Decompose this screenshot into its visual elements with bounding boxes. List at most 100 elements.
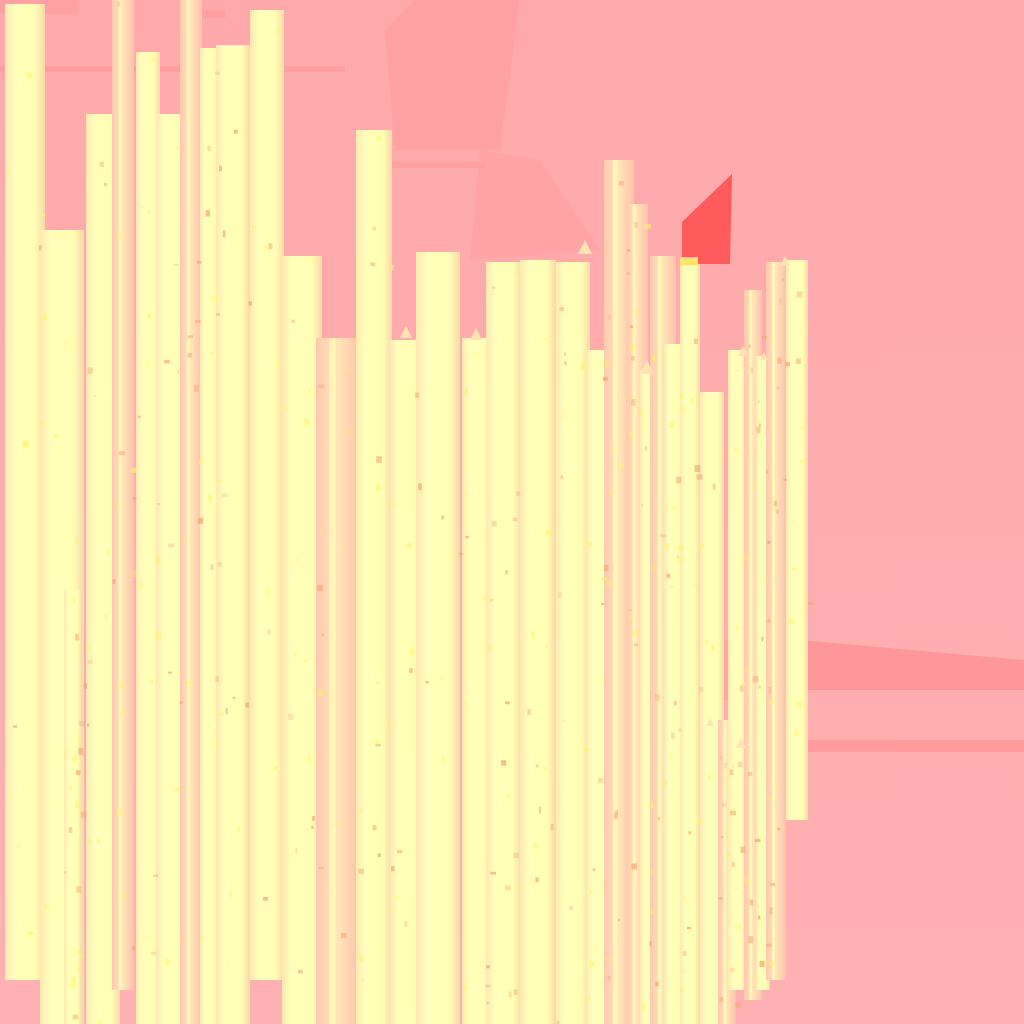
speck bbox=[262, 897, 269, 901]
speck bbox=[650, 909, 655, 914]
bar bbox=[112, 0, 134, 990]
speck bbox=[645, 224, 651, 229]
speck bbox=[665, 503, 668, 510]
speck bbox=[113, 914, 117, 917]
bar-highlight bbox=[226, 45, 232, 1024]
speck bbox=[743, 557, 747, 561]
speck bbox=[750, 929, 754, 933]
speck bbox=[139, 582, 143, 589]
speck bbox=[17, 844, 20, 848]
speck bbox=[686, 926, 692, 930]
speck bbox=[777, 357, 782, 364]
speck bbox=[312, 816, 315, 821]
bar-highlight bbox=[53, 230, 60, 1024]
speck bbox=[654, 697, 660, 700]
speck bbox=[666, 573, 671, 578]
speck bbox=[589, 889, 593, 894]
speck bbox=[611, 446, 616, 451]
bar-highlight bbox=[772, 262, 775, 980]
speck bbox=[586, 542, 593, 547]
speck bbox=[458, 552, 464, 556]
speck bbox=[671, 732, 675, 739]
speck bbox=[545, 530, 551, 536]
speck bbox=[531, 631, 536, 639]
speck bbox=[696, 474, 703, 480]
speck bbox=[222, 230, 226, 238]
speck bbox=[729, 769, 734, 775]
speck bbox=[177, 369, 180, 374]
speck bbox=[747, 772, 753, 776]
bar-highlight bbox=[723, 720, 727, 1024]
speck bbox=[442, 755, 445, 762]
bar-tip bbox=[578, 240, 592, 254]
speck bbox=[768, 687, 772, 694]
speck bbox=[633, 643, 638, 647]
speck bbox=[53, 434, 59, 438]
speck bbox=[778, 298, 782, 305]
speck bbox=[179, 701, 184, 704]
speck bbox=[789, 618, 795, 624]
speck bbox=[628, 609, 632, 612]
speck bbox=[748, 344, 751, 348]
speck bbox=[104, 615, 108, 621]
speck bbox=[208, 724, 211, 727]
speck bbox=[785, 362, 790, 367]
speck bbox=[232, 696, 236, 699]
bar bbox=[200, 48, 220, 1024]
speck bbox=[632, 395, 635, 400]
speck bbox=[291, 319, 296, 323]
speck bbox=[693, 338, 698, 344]
speck bbox=[227, 961, 231, 965]
speck bbox=[391, 503, 395, 508]
bar-highlight bbox=[366, 130, 373, 1024]
speck bbox=[741, 682, 746, 686]
bar-highlight bbox=[613, 160, 618, 1024]
speck bbox=[183, 537, 187, 544]
speck bbox=[769, 698, 773, 705]
speck bbox=[668, 754, 672, 760]
speck bbox=[80, 811, 87, 818]
bg-line bbox=[390, 162, 485, 168]
speck bbox=[114, 503, 121, 507]
speck bbox=[77, 967, 81, 972]
bar-highlight bbox=[632, 204, 636, 1024]
speck bbox=[333, 823, 340, 828]
speck bbox=[485, 984, 491, 988]
speck bbox=[186, 682, 191, 685]
speck bbox=[615, 809, 618, 814]
speck bbox=[734, 923, 741, 930]
speck bbox=[651, 565, 657, 571]
speck bbox=[273, 766, 278, 770]
speck bbox=[725, 851, 731, 858]
speck bbox=[361, 979, 365, 982]
speck bbox=[372, 226, 376, 231]
speck bbox=[75, 538, 79, 544]
speck bbox=[799, 460, 804, 463]
speck bbox=[733, 887, 740, 890]
speck bbox=[145, 359, 150, 366]
speck bbox=[690, 397, 694, 404]
speck bbox=[214, 71, 220, 75]
speck bbox=[556, 1020, 560, 1024]
speck bbox=[605, 957, 612, 962]
speck bbox=[73, 598, 77, 603]
speck bbox=[678, 545, 684, 550]
speck bbox=[112, 579, 116, 585]
speck bbox=[607, 976, 611, 980]
bg-shard bbox=[385, 0, 520, 150]
bar bbox=[282, 256, 322, 1024]
speck bbox=[117, 1, 121, 7]
speck bbox=[583, 748, 589, 751]
speck bbox=[217, 562, 222, 567]
speck bbox=[376, 484, 381, 491]
speck bbox=[527, 709, 531, 716]
speck bbox=[781, 278, 785, 282]
bar-tip bbox=[760, 352, 768, 360]
speck bbox=[598, 777, 604, 783]
speck bbox=[783, 478, 787, 481]
speck bbox=[580, 364, 585, 371]
speck bbox=[490, 871, 496, 875]
speck bbox=[682, 896, 687, 900]
